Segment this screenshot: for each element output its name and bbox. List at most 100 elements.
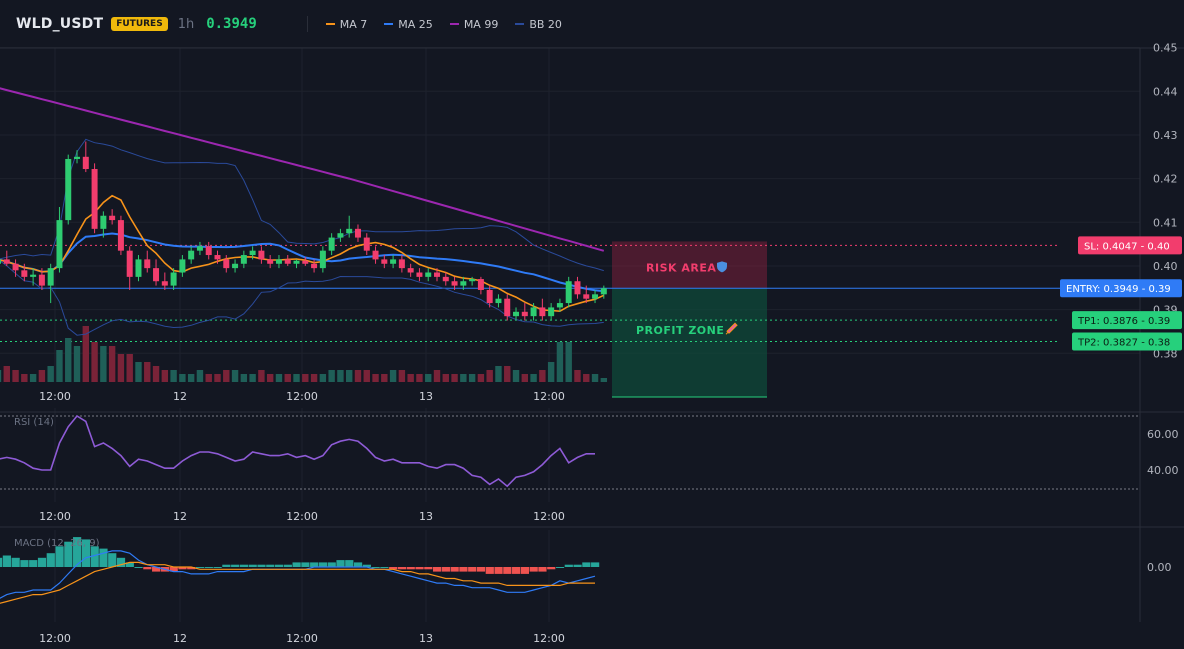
macd-histogram-bar [380,567,389,568]
candle-body [30,274,37,277]
time-tick-label: 12:00 [533,390,565,403]
candle-body [363,237,370,251]
macd-histogram-bar [213,567,222,568]
last-price: 0.3949 [206,16,257,32]
macd-histogram-bar [538,567,547,572]
price-tick-label: 0.44 [1153,85,1178,98]
volume-bar [398,370,406,382]
volume-bar [117,354,125,382]
macd-histogram-bar [485,567,494,574]
volume-bar [108,346,116,382]
candle-body [451,281,458,286]
tp2-tag-label: TP2: 0.3827 - 0.38 [1077,337,1170,348]
macd-histogram-bar [371,567,380,568]
volume-bar [372,374,379,382]
legend-label: MA 7 [339,17,368,31]
volume-bar [468,374,476,382]
volume-bar [223,370,230,382]
symbol-name[interactable]: WLD_USDT [16,16,104,32]
legend-ma7[interactable]: MA 7 [325,17,368,31]
volume-bar [346,370,353,382]
volume-bar [389,370,397,382]
macd-histogram-bar [2,555,11,567]
volume-bar [328,370,335,382]
macd-histogram-bar [573,564,582,567]
volume-bar [284,374,291,382]
candle-body [583,294,590,299]
volume-bar [512,370,520,382]
volume-bar [565,342,572,382]
volume-bar [486,370,493,382]
volume-bar [3,366,10,382]
legend-swatch [515,23,525,25]
profit-zone [612,288,767,397]
candle-body [293,260,300,264]
macd-histogram-bar [37,557,47,567]
volume-bar [73,346,81,382]
volume-bar [12,370,19,382]
macd-pane: MACD (12, 26, 9) [0,537,600,604]
candle-body [311,263,318,269]
macd-histogram-bar [46,553,55,567]
macd-tick-label: 0.00 [1147,561,1172,574]
candle-body [442,276,449,282]
shield-icon [717,261,727,273]
macd-histogram-bar [529,567,538,572]
time-tick-label: 12:00 [39,390,71,403]
macd-histogram-bar [178,567,187,570]
candle-body [0,259,1,264]
macd-histogram-bar [55,546,64,567]
volume-bar [293,374,300,382]
legend-swatch [449,23,459,25]
price-tick-label: 0.40 [1153,260,1178,273]
candle-body [469,279,476,282]
macd-histogram-bar [459,567,468,572]
volume-bar [495,366,502,382]
header-divider [306,16,308,32]
macd-histogram-bar [591,562,600,567]
macd-histogram-bar [503,567,512,574]
macd-histogram-bar [362,564,371,567]
candle-body [38,274,45,286]
volume-bar [363,370,370,382]
legend-bb20[interactable]: BB 20 [515,18,562,31]
macd-histogram-bar [512,567,521,574]
candle-body [179,259,186,273]
candle-body [153,268,160,282]
macd-histogram-bar [450,567,459,572]
time-tick-label: 12:00 [286,390,318,403]
macd-histogram-bar [29,560,38,567]
candle-body [135,259,142,277]
macd-histogram-bar [433,567,442,572]
candle-body [117,220,124,251]
price-tick-label: 0.41 [1153,216,1178,229]
time-tick-label: 12 [173,390,187,403]
volume-bar [583,374,590,382]
volume-bar [126,354,133,382]
volume-bar [530,374,537,382]
profit-zone-label: PROFIT ZONE [636,324,724,337]
macd-histogram-bar [231,564,240,567]
candle-body [284,259,291,264]
time-tick-label: 12:00 [39,510,71,523]
candle-body [398,259,405,269]
macd-histogram-bar [301,562,310,567]
volume-bar [504,366,511,382]
volume-bar [451,374,458,382]
volume-bar [442,374,449,382]
price-tick-label: 0.43 [1153,129,1178,142]
candle-body [56,220,63,269]
legend-ma25[interactable]: MA 25 [384,18,433,31]
volume-bar [249,374,256,382]
volume-bar [65,338,72,382]
candle-body [126,250,133,277]
candle-body [188,250,195,260]
legend-ma99[interactable]: MA 99 [449,18,498,31]
macd-histogram-bar [108,553,117,567]
price-tick-label: 0.38 [1153,347,1178,360]
timeframe-label[interactable]: 1h [177,16,195,32]
candle-body [258,250,265,260]
legend-swatch [325,23,335,25]
